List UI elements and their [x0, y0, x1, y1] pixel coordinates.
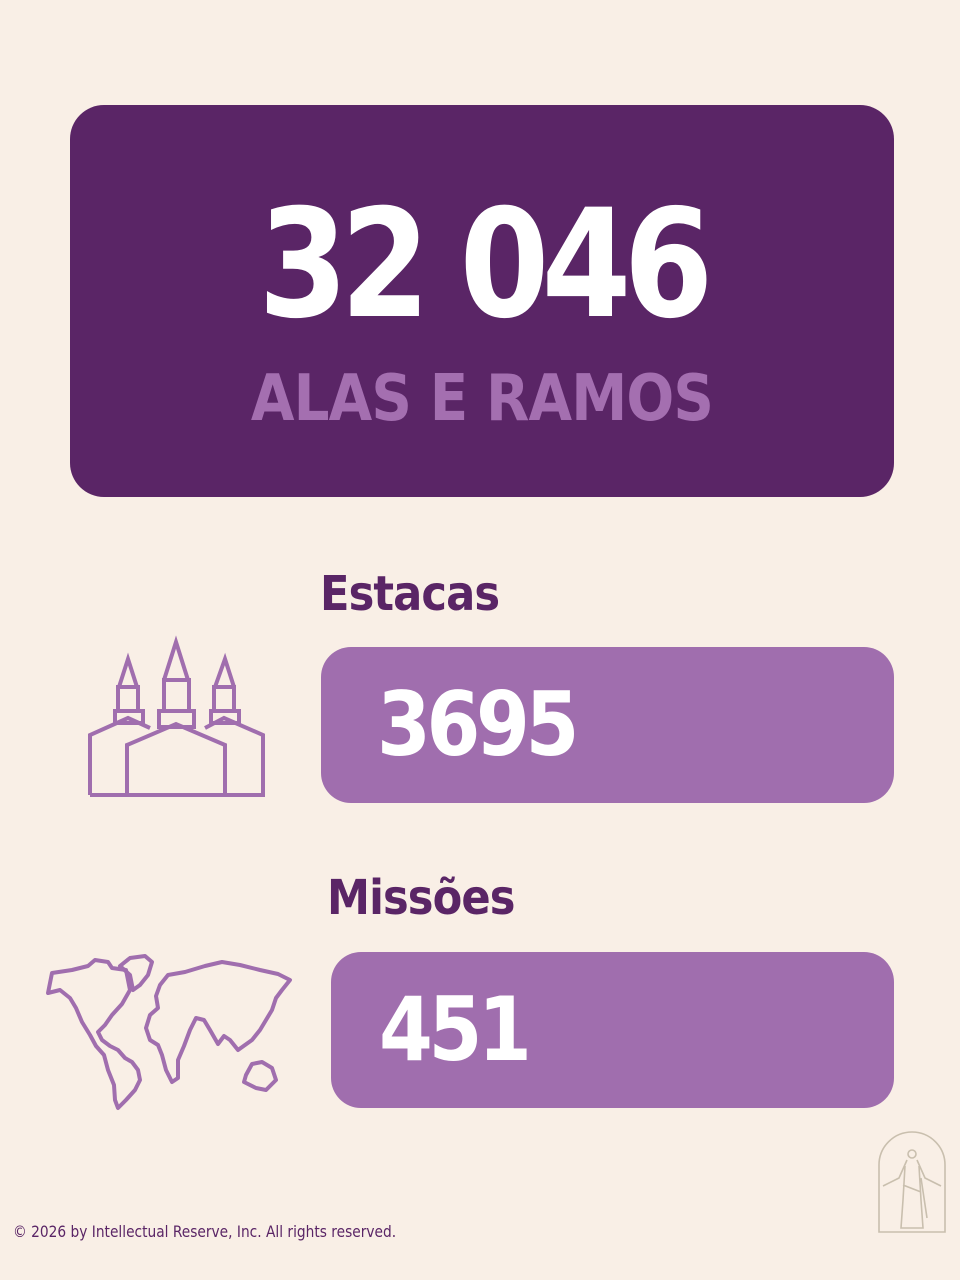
hero-value: 32 046: [258, 178, 713, 352]
hero-label: ALAS E RAMOS: [250, 362, 714, 436]
stakes-value-box: 3695: [321, 647, 894, 803]
copyright-text: © 2026 by Intellectual Reserve, Inc. All…: [13, 1222, 397, 1241]
stakes-label: Estacas: [320, 566, 500, 622]
hero-card: 32 046 ALAS E RAMOS: [70, 105, 894, 497]
christus-logo-icon: [878, 1131, 946, 1233]
missions-value: 451: [379, 978, 532, 1081]
stakes-value: 3695: [377, 673, 579, 776]
missions-value-box: 451: [331, 952, 894, 1108]
missions-label: Missões: [327, 870, 516, 926]
